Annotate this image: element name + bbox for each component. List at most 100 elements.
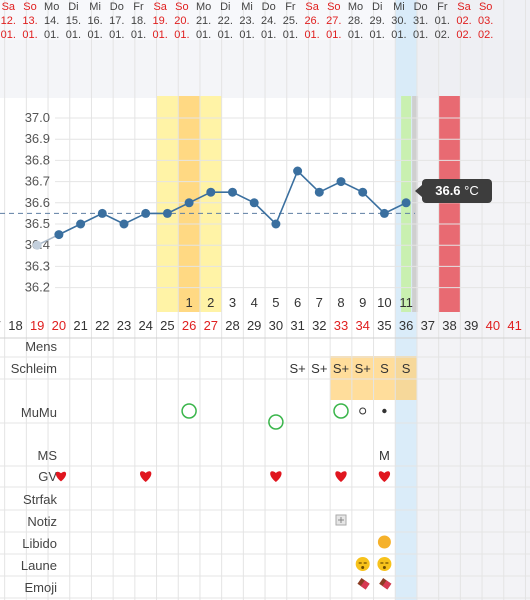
cycle-day-label: 18 (8, 318, 22, 333)
header-month: 01. (174, 29, 189, 41)
fertile-day-number: 11 (399, 295, 413, 310)
cycle-day-label: 21 (73, 318, 87, 333)
header-weekday: Do (110, 1, 124, 13)
header-weekday: So (327, 1, 340, 13)
header-weekday: So (23, 1, 36, 13)
header-date: 23. (239, 15, 254, 27)
header-month: 01. (218, 29, 233, 41)
header-month: 01. (131, 29, 146, 41)
header-date: 29. (370, 15, 385, 27)
temperature-point (206, 187, 216, 197)
header-month: 01. (239, 29, 254, 41)
temperature-point (162, 208, 172, 218)
sleepy-face-icon (355, 557, 370, 571)
header-weekday: So (175, 1, 188, 13)
mumu-circle (181, 403, 197, 419)
header-weekday: Fr (437, 1, 448, 13)
schleim-mark: S+ (333, 361, 349, 376)
header-month: 01. (348, 29, 363, 41)
header-weekday: Sa (2, 1, 16, 13)
cycle-day-label: 27 (204, 318, 218, 333)
header-month: 01. (87, 29, 102, 41)
header-month: 01. (109, 29, 124, 41)
temperature-point (228, 187, 237, 197)
temperature-point (97, 208, 107, 218)
y-tick-label: 36.8 (25, 152, 50, 167)
cycle-day-label: 19 (30, 318, 44, 333)
cycle-day-label: 34 (355, 318, 369, 333)
header-date: 22. (218, 15, 233, 27)
temperature-point (379, 208, 389, 218)
header-weekday: Mo (196, 1, 211, 13)
y-tick-label: 37.0 (25, 110, 50, 125)
temperature-point (54, 230, 64, 240)
header-weekday: Fr (133, 1, 144, 13)
header-month: 01. (153, 29, 168, 41)
header-weekday: So (479, 1, 492, 13)
header-weekday: Di (68, 1, 78, 13)
row-label: Laune (21, 558, 57, 573)
y-tick-label: 36.3 (25, 258, 50, 273)
temperature-point (271, 219, 281, 229)
header-weekday: Sa (305, 1, 319, 13)
header-weekday: Mi (393, 1, 405, 13)
cycle-day-label: 24 (138, 318, 152, 333)
schleim-mark: S (380, 361, 389, 376)
schleim-mark: S+ (289, 361, 305, 376)
mumu-circle (333, 403, 349, 419)
heart-icon (55, 471, 67, 482)
row-label: MuMu (21, 405, 57, 420)
cycle-day-label: 37 (421, 318, 435, 333)
header-date: 17. (109, 15, 124, 27)
header-date: 21. (196, 15, 211, 27)
header-date: 19. (153, 15, 168, 27)
header-month: 01. (261, 29, 276, 41)
header-weekday: Do (414, 1, 428, 13)
cycle-day-label: 23 (117, 318, 131, 333)
fertile-day-number: 10 (377, 295, 391, 310)
header-date: 02. (456, 15, 471, 27)
header-weekday: Di (220, 1, 230, 13)
fertile-day-number: 8 (337, 295, 344, 310)
row-label: Mens (25, 339, 57, 354)
heart-icon (378, 471, 391, 482)
temperature-point (314, 187, 324, 197)
cycle-day-label: 33 (334, 318, 348, 333)
header-weekday: Di (372, 1, 382, 13)
cycle-day-label: 22 (95, 318, 109, 333)
libido-dot-icon (377, 535, 391, 549)
schleim-mark: S+ (355, 361, 371, 376)
mumu-circle (268, 414, 284, 430)
ms-mark: M (379, 448, 390, 463)
header-month: 01. (326, 29, 341, 41)
cycle-day-label: 25 (160, 318, 174, 333)
cycle-day-label: 28 (225, 318, 239, 333)
heart-icon (140, 471, 152, 482)
header-month: 02. (435, 29, 450, 41)
heart-icon (270, 471, 282, 482)
cycle-day-label: 35 (377, 318, 391, 333)
temperature-point (141, 208, 151, 218)
fertile-day-number: 9 (359, 295, 366, 310)
header-date: 31. (413, 15, 428, 27)
header-date: 03. (478, 15, 493, 27)
temperature-point (32, 240, 42, 250)
header-weekday: Mi (241, 1, 253, 13)
cycle-day-label: 32 (312, 318, 326, 333)
header-month: 01. (66, 29, 81, 41)
header-date: 27. (326, 15, 341, 27)
cycle-day-label: 39 (464, 318, 478, 333)
mumu-small-circle (359, 407, 367, 415)
header-weekday: Sa (457, 1, 471, 13)
header-month: 02. (456, 29, 471, 41)
cycle-day-label: 30 (269, 318, 283, 333)
cycle-day-label: 20 (52, 318, 66, 333)
sleepy-face-mouth (382, 566, 386, 569)
cycle-day-label: 38 (442, 318, 456, 333)
header-date: 24. (261, 15, 276, 27)
sleepy-face-mouth (361, 566, 365, 569)
header-month: 01. (370, 29, 385, 41)
header-weekday: Mo (44, 1, 59, 13)
cycle-day-label: 29 (247, 318, 261, 333)
